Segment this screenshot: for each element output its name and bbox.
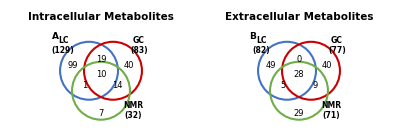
Text: NMR
(32): NMR (32) xyxy=(123,101,143,120)
Text: 28: 28 xyxy=(294,70,304,79)
Text: LC
(82): LC (82) xyxy=(252,36,270,55)
Text: A: A xyxy=(52,32,58,41)
Text: GC
(83): GC (83) xyxy=(130,36,148,55)
Text: Extracellular Metabolites: Extracellular Metabolites xyxy=(225,12,373,22)
Text: Intracellular Metabolites: Intracellular Metabolites xyxy=(28,12,174,22)
Text: 40: 40 xyxy=(124,61,134,70)
Text: 40: 40 xyxy=(322,61,332,70)
Text: NMR
(71): NMR (71) xyxy=(321,101,341,120)
Text: 19: 19 xyxy=(96,55,106,64)
Text: B: B xyxy=(250,32,256,41)
Text: 10: 10 xyxy=(96,70,106,79)
Text: 5: 5 xyxy=(280,81,286,90)
Text: LC
(129): LC (129) xyxy=(52,36,74,55)
Text: 0: 0 xyxy=(296,55,302,64)
Text: 49: 49 xyxy=(266,61,276,70)
Text: 9: 9 xyxy=(312,81,318,90)
Text: GC
(77): GC (77) xyxy=(328,36,346,55)
Text: 99: 99 xyxy=(68,61,78,70)
Text: 29: 29 xyxy=(294,109,304,118)
Text: 7: 7 xyxy=(98,109,104,118)
Text: 1: 1 xyxy=(82,81,88,90)
Text: 14: 14 xyxy=(112,81,122,90)
